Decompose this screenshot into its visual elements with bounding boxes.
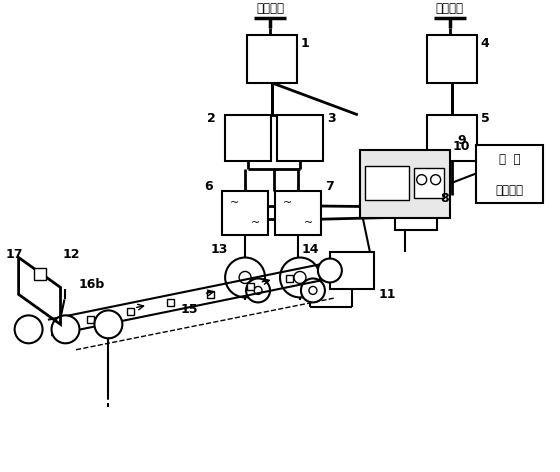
Text: 14: 14 [302,243,319,256]
Circle shape [239,271,251,284]
Circle shape [246,278,270,303]
Bar [277,115,323,161]
Circle shape [417,175,427,185]
Bar [395,194,437,229]
Bar [87,316,94,323]
Text: 2: 2 [207,112,216,126]
Circle shape [225,258,265,297]
Bar [427,35,477,83]
Bar [414,168,444,198]
Text: 1: 1 [301,36,310,50]
Bar [246,283,254,290]
Circle shape [15,315,43,343]
Text: 12: 12 [63,248,80,261]
Circle shape [52,315,80,343]
Bar [475,145,543,202]
Text: 8: 8 [441,192,449,205]
Text: 6: 6 [204,180,213,193]
Text: 控制电源: 控制电源 [436,1,464,15]
Text: ~: ~ [230,197,240,208]
Text: 17: 17 [6,248,23,261]
Bar [360,150,450,218]
Circle shape [95,311,123,338]
Text: 7: 7 [325,180,334,193]
Text: ~: ~ [283,197,292,208]
Text: 10: 10 [452,140,470,153]
Text: 9: 9 [458,134,466,147]
Bar [365,166,409,200]
Circle shape [431,175,441,185]
Text: 16b: 16b [78,278,105,291]
Text: 5: 5 [480,112,489,126]
Bar [127,308,134,314]
Circle shape [294,271,306,284]
Bar [167,299,174,306]
Bar [247,35,297,83]
Text: 15: 15 [180,303,198,316]
Bar [225,115,271,161]
Text: 动力电源: 动力电源 [256,1,284,15]
Text: 4: 4 [480,36,489,50]
Bar [34,269,45,280]
Text: 3: 3 [327,112,335,126]
Bar [275,191,321,235]
Text: ~: ~ [250,218,260,228]
Circle shape [309,287,317,295]
Text: 13: 13 [210,243,227,256]
Bar [207,291,214,298]
Text: 11: 11 [379,288,396,301]
Text: 局域网络: 局域网络 [496,184,524,197]
Circle shape [254,287,262,295]
Circle shape [301,278,325,303]
Bar [222,191,268,235]
Bar [427,115,477,161]
Text: 矿  山: 矿 山 [499,153,520,166]
Circle shape [318,259,342,282]
Bar [287,275,293,282]
Text: ~: ~ [304,218,312,228]
Circle shape [280,258,320,297]
Bar [330,252,374,289]
